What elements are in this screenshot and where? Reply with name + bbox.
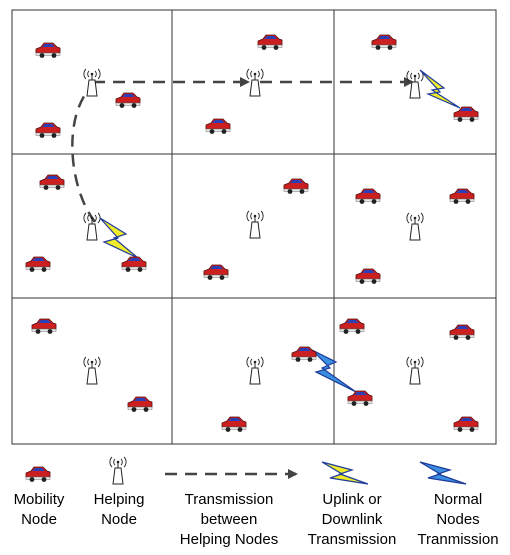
car-icon [127,396,153,413]
antenna-icon [246,210,264,239]
legend-helping-node-label: Helping Node [93,491,145,528]
car-icon [35,42,61,59]
car-icon [453,416,479,433]
car-icon [449,188,475,205]
antenna-icon [83,356,101,385]
car-icon [221,416,247,433]
antenna-icon [406,212,424,241]
car-icon [31,318,57,335]
yellow-lightning-icon [321,461,369,485]
antenna-icon [109,456,127,485]
car-icon [347,390,373,407]
yellow-lightning-icon [419,69,461,109]
antenna-icon [406,356,424,385]
legend-normal-nodes-label: Normal Nodes Tranmission [417,491,499,548]
car-icon [371,34,397,51]
antenna-icon [246,356,264,385]
grid-cell-2-2 [333,297,497,445]
car-icon [25,466,51,483]
yellow-lightning-icon [99,217,139,259]
car-icon [283,178,309,195]
dashed-arrow-curve [71,87,96,223]
car-icon [121,256,147,273]
legend-uplink-downlink-label: Uplink or Downlink Transmission [307,491,397,548]
legend-mobility-node-label: Mobility Node [13,491,65,528]
car-icon [115,92,141,109]
car-icon [203,264,229,281]
car-icon [355,188,381,205]
car-icon [35,122,61,139]
legend [25,456,467,485]
car-icon [257,34,283,51]
car-icon [339,318,365,335]
helping-node-path [71,77,414,223]
car-icon [449,324,475,341]
antenna-icon [406,70,424,99]
antenna-icon [83,212,101,241]
car-icon [25,256,51,273]
blue-lightning-icon [419,461,467,485]
car-icon [355,268,381,285]
car-icon [39,174,65,191]
car-icon [205,118,231,135]
grid [11,9,497,445]
legend-transmission-between-label: Transmission between Helping Nodes [179,491,279,548]
car-icon [453,106,479,123]
car-icon [291,346,317,363]
